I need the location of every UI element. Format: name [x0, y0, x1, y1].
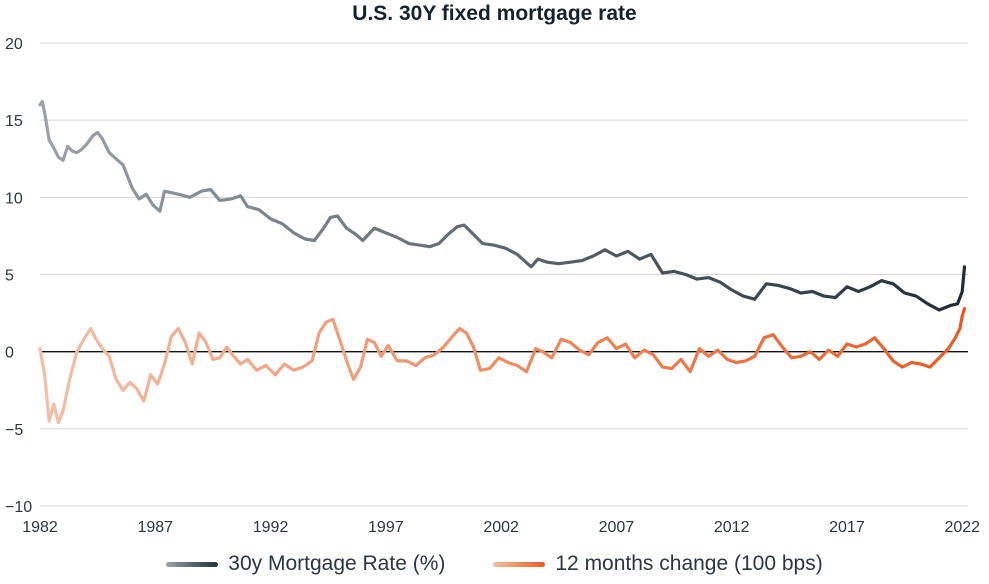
x-tick-label: 2002 — [483, 519, 519, 536]
y-tick-label: 0 — [5, 345, 14, 362]
legend-swatch-12-month-change — [493, 561, 546, 567]
series-line-mortgage-rate — [38, 100, 967, 312]
x-tick-label: 2007 — [599, 519, 635, 536]
y-tick-label: 15 — [5, 113, 23, 130]
legend-item-mortgage-rate: 30y Mortgage Rate (%) — [166, 552, 445, 576]
y-tick-label: 5 — [5, 268, 14, 285]
legend-label-12-month-change: 12 months change (100 bps) — [555, 552, 823, 575]
legend-swatch-mortgage-rate — [166, 561, 219, 567]
y-tick-label: 10 — [5, 190, 23, 207]
y-tick-label: −5 — [5, 422, 23, 439]
series-lines — [38, 100, 967, 425]
y-tick-labels: 20 15 10 5 0 −5 −10 — [5, 36, 32, 516]
x-tick-label: 1997 — [368, 519, 404, 536]
chart-title: U.S. 30Y fixed mortgage rate — [352, 2, 637, 25]
x-tick-label: 1987 — [137, 519, 173, 536]
x-tick-label: 1982 — [22, 519, 58, 536]
series-line-12-month-change — [38, 306, 967, 425]
legend-label-mortgage-rate: 30y Mortgage Rate (%) — [228, 552, 446, 575]
y-tick-label: −10 — [5, 499, 32, 516]
grid-lines — [40, 42, 968, 507]
x-tick-label: 2012 — [714, 519, 750, 536]
y-tick-label: 20 — [5, 36, 23, 53]
x-tick-label: 2022 — [944, 519, 980, 536]
x-tick-label: 1992 — [253, 519, 289, 536]
x-tick-label: 2017 — [829, 519, 865, 536]
legend-item-12-month-change: 12 months change (100 bps) — [493, 552, 823, 576]
legend: 30y Mortgage Rate (%) 12 months change (… — [0, 552, 989, 576]
x-tick-labels: 1982 1987 1992 1997 2002 2007 2012 2017 2022 — [22, 519, 980, 536]
